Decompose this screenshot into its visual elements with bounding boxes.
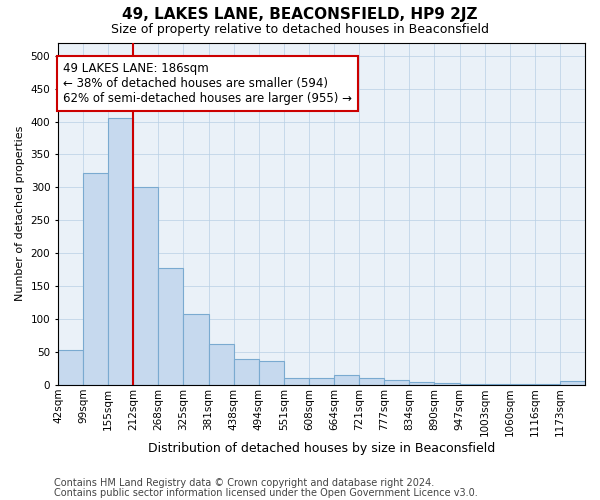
Bar <box>510 384 535 385</box>
Bar <box>209 344 233 385</box>
Bar <box>409 382 434 385</box>
X-axis label: Distribution of detached houses by size in Beaconsfield: Distribution of detached houses by size … <box>148 442 495 455</box>
Bar <box>83 173 108 385</box>
Bar <box>535 384 560 385</box>
Bar <box>309 378 334 385</box>
Bar <box>233 358 259 385</box>
Bar <box>259 361 284 385</box>
Text: Contains HM Land Registry data © Crown copyright and database right 2024.: Contains HM Land Registry data © Crown c… <box>54 478 434 488</box>
Bar <box>359 378 384 385</box>
Y-axis label: Number of detached properties: Number of detached properties <box>15 126 25 302</box>
Text: Contains public sector information licensed under the Open Government Licence v3: Contains public sector information licen… <box>54 488 478 498</box>
Bar <box>284 378 309 385</box>
Text: Size of property relative to detached houses in Beaconsfield: Size of property relative to detached ho… <box>111 22 489 36</box>
Bar <box>384 380 409 385</box>
Bar <box>158 268 184 385</box>
Bar <box>460 384 485 385</box>
Bar <box>560 381 585 385</box>
Bar <box>485 384 510 385</box>
Bar <box>58 350 83 385</box>
Bar <box>434 383 460 385</box>
Bar <box>108 118 133 385</box>
Bar <box>334 375 359 385</box>
Bar <box>184 314 209 385</box>
Text: 49, LAKES LANE, BEACONSFIELD, HP9 2JZ: 49, LAKES LANE, BEACONSFIELD, HP9 2JZ <box>122 8 478 22</box>
Text: 49 LAKES LANE: 186sqm
← 38% of detached houses are smaller (594)
62% of semi-det: 49 LAKES LANE: 186sqm ← 38% of detached … <box>63 62 352 106</box>
Bar <box>133 188 158 385</box>
